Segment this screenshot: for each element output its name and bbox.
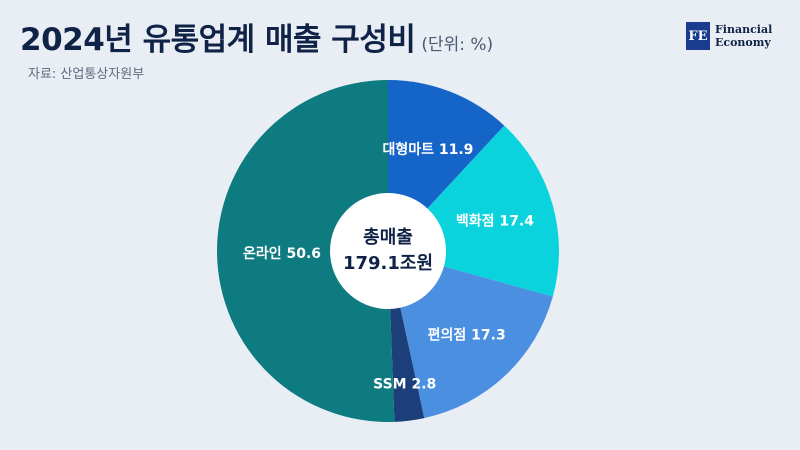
brand-logo: FE Financial Economy bbox=[686, 22, 772, 50]
logo-line-2: Economy bbox=[715, 36, 771, 49]
unit-label: (단위: %) bbox=[421, 35, 494, 55]
logo-mark-icon: FE bbox=[686, 22, 710, 50]
page-title: 2024년 유통업계 매출 구성비 bbox=[20, 22, 416, 58]
slice-label-3: SSM 2.8 bbox=[373, 376, 436, 392]
slice-label-4: 온라인 50.6 bbox=[243, 245, 321, 262]
center-label-0: 총매출 bbox=[363, 227, 413, 248]
donut-hole bbox=[330, 193, 446, 309]
slice-2 bbox=[388, 251, 553, 419]
slice-label-2: 편의점 17.3 bbox=[428, 326, 506, 343]
logo-line-1: Financial bbox=[715, 23, 773, 36]
slice-label-0: 대형마트 11.9 bbox=[382, 141, 473, 158]
source-label: 자료: 산업통상자원부 bbox=[28, 67, 145, 82]
logo-wordmark: Financial Economy bbox=[715, 23, 772, 49]
title-row: 2024년 유통업계 매출 구성비 (단위: %) bbox=[20, 14, 493, 59]
center-label-1: 179.1조원 bbox=[343, 253, 433, 274]
slice-label-1: 백화점 17.4 bbox=[456, 213, 534, 230]
slice-4 bbox=[217, 80, 395, 422]
